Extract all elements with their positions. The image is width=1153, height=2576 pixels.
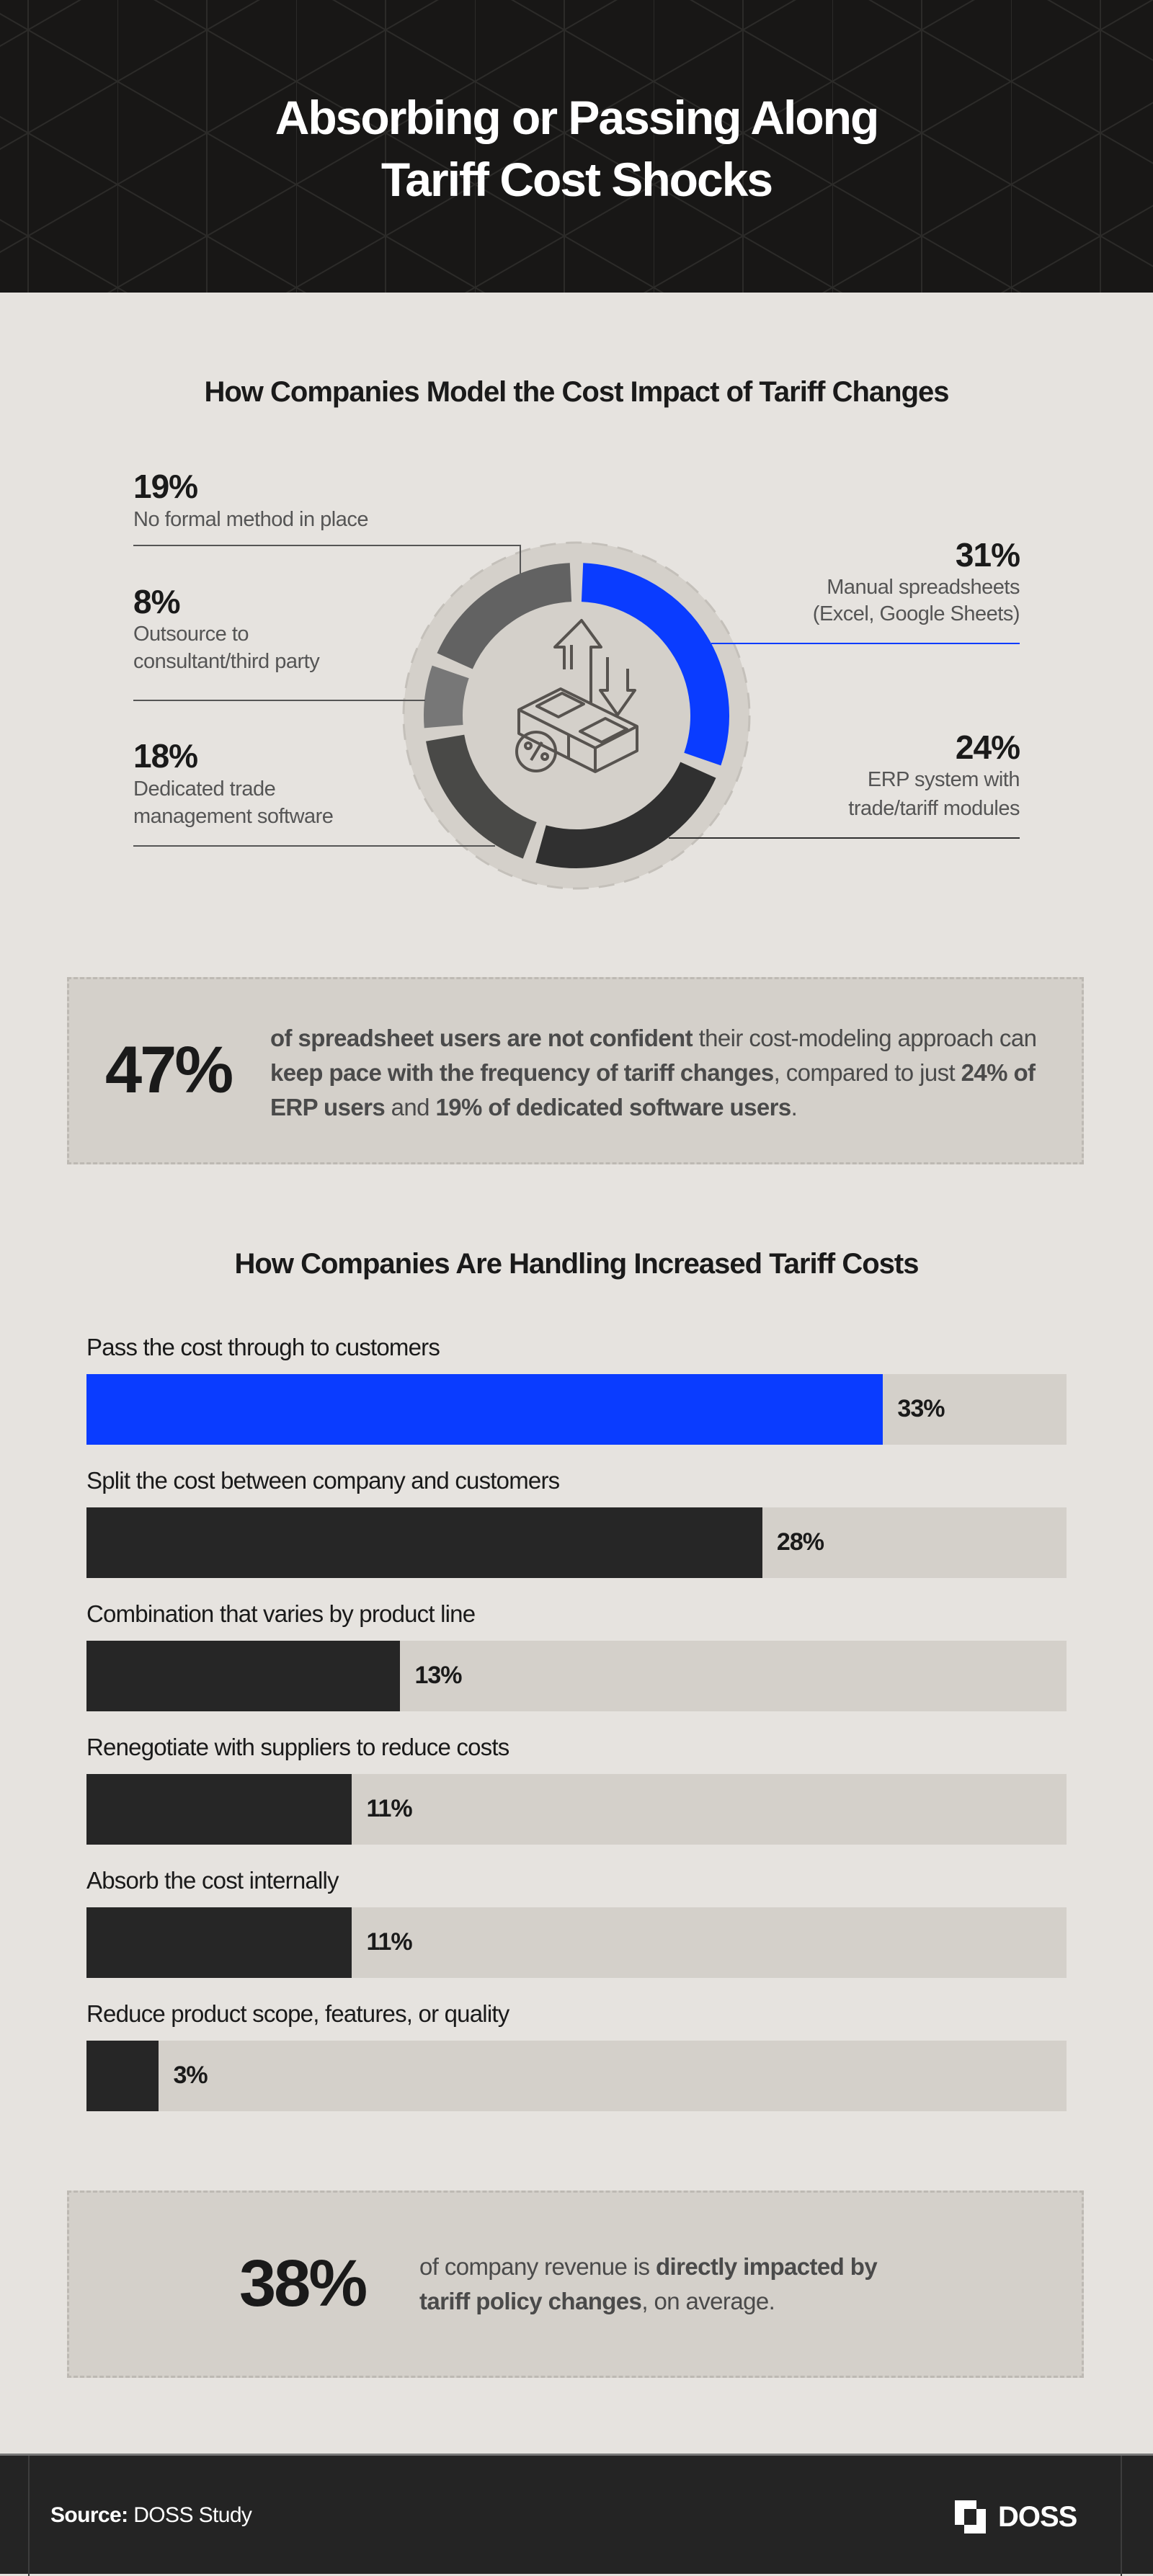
bar-fill [86, 2041, 159, 2111]
slice-label-24-line1: ERP system with [867, 768, 1020, 791]
donut-slice [581, 563, 729, 766]
footer: Source: DOSS Study DOSS [0, 2454, 1153, 2576]
callout-emphasis: 24% of ERP users [270, 1059, 1036, 1120]
callout-text-part: , compared to just [773, 1059, 961, 1086]
footer-divider [28, 2456, 30, 2576]
donut-slice [424, 665, 469, 728]
slice-label-18-line2: management software [133, 805, 334, 828]
footer-divider [1121, 2456, 1122, 2576]
bar-track: 11% [86, 1907, 1067, 1978]
source-label: Source: [50, 2503, 128, 2527]
slice-pct-19: 19% [133, 468, 198, 505]
leader-line-31 [711, 643, 1020, 644]
leader-line-19-drop [520, 545, 521, 574]
bar-value-label: 28% [776, 1528, 824, 1556]
page-title-line1: Absorbing or Passing Along [275, 91, 880, 144]
bar-label: Combination that varies by product line [86, 1600, 476, 1627]
slice-pct-24: 24% [955, 728, 1020, 766]
slice-pct-8: 8% [133, 583, 180, 620]
donut-slice [426, 734, 538, 859]
bar-label: Split the cost between company and custo… [86, 1467, 560, 1494]
doss-logo: DOSS [955, 2500, 1077, 2533]
source-note: Source: DOSS Study [50, 2503, 252, 2528]
slice-pct-18: 18% [133, 737, 198, 775]
bar-fill [86, 1774, 352, 1845]
slice-label-19: No formal method in place [133, 508, 369, 531]
donut-slice [437, 563, 572, 670]
bar-track: 28% [86, 1507, 1067, 1578]
bar-fill [86, 1374, 883, 1445]
slice-label-31-line1: Manual spreadsheets [827, 576, 1020, 599]
source-value: DOSS Study [128, 2503, 252, 2527]
diamond-pattern [0, 0, 1153, 293]
donut-slice [535, 762, 716, 868]
callout-stat: 38% [239, 2247, 368, 2320]
bar-track: 33% [86, 1374, 1067, 1445]
bar-track: 3% [86, 2041, 1067, 2111]
leader-line-19 [133, 545, 521, 546]
callout-text-part: of company revenue is [419, 2253, 656, 2280]
bar-value-label: 11% [366, 1928, 412, 1956]
slice-label-24-line2: trade/tariff modules [848, 797, 1020, 820]
stat-callout-spreadsheet: 47% of spreadsheet users are not confide… [67, 977, 1084, 1164]
donut-chart-title: How Companies Model the Cost Impact of T… [204, 376, 949, 408]
bar-label: Renegotiate with suppliers to reduce cos… [86, 1734, 509, 1760]
page-title-line2: Tariff Cost Shocks [380, 153, 773, 206]
donut-chart [402, 541, 751, 890]
callout-stat: 47% [105, 1033, 233, 1107]
bar-fill [86, 1507, 762, 1578]
money-stack-percent-icon [515, 619, 638, 773]
doss-logo-text: DOSS [998, 2500, 1077, 2533]
bar-value-label: 3% [173, 2062, 208, 2089]
callout-text-part: their cost-modeling approach can [693, 1025, 1037, 1051]
callout-emphasis: 19% of dedicated software users [435, 1094, 792, 1120]
callout-text-part: . [791, 1094, 798, 1120]
stat-callout-revenue: 38% of company revenue is directly impac… [67, 2191, 1084, 2378]
bar-label: Reduce product scope, features, or quali… [86, 2000, 509, 2027]
bar-value-label: 13% [414, 1662, 462, 1689]
header-banner: Absorbing or Passing Along Tariff Cost S… [0, 0, 1153, 293]
callout-text-part: , on average. [641, 2288, 775, 2314]
callout-text: of spreadsheet users are not confident t… [270, 1021, 1070, 1125]
bar-label: Absorb the cost internally [86, 1867, 339, 1894]
bar-fill [86, 1907, 352, 1978]
bar-label: Pass the cost through to customers [86, 1334, 440, 1360]
bar-value-label: 33% [897, 1395, 945, 1422]
leader-line-18 [133, 845, 495, 847]
leader-line-24 [669, 837, 1020, 839]
bar-value-label: 11% [366, 1795, 412, 1822]
callout-emphasis: keep pace with the frequency of tariff c… [270, 1059, 774, 1086]
callout-text: of company revenue is directly impacted … [419, 2250, 909, 2319]
callout-text-part: and [385, 1094, 436, 1120]
doss-logo-mark-icon [955, 2500, 986, 2533]
slice-pct-31: 31% [955, 536, 1020, 574]
bar-track: 11% [86, 1774, 1067, 1845]
leader-line-8 [133, 700, 425, 701]
callout-emphasis: directly impacted by tariff policy chang… [419, 2253, 878, 2314]
slice-label-18-line1: Dedicated trade [133, 777, 276, 801]
bar-track: 13% [86, 1641, 1067, 1711]
slice-label-8-line2: consultant/third party [133, 650, 320, 673]
callout-emphasis: of spreadsheet users are not confident [270, 1025, 693, 1051]
slice-label-31-line2: (Excel, Google Sheets) [812, 602, 1020, 625]
bar-fill [86, 1641, 401, 1711]
bar-chart-title: How Companies Are Handling Increased Tar… [234, 1248, 920, 1280]
slice-label-8-line1: Outsource to [133, 623, 249, 646]
